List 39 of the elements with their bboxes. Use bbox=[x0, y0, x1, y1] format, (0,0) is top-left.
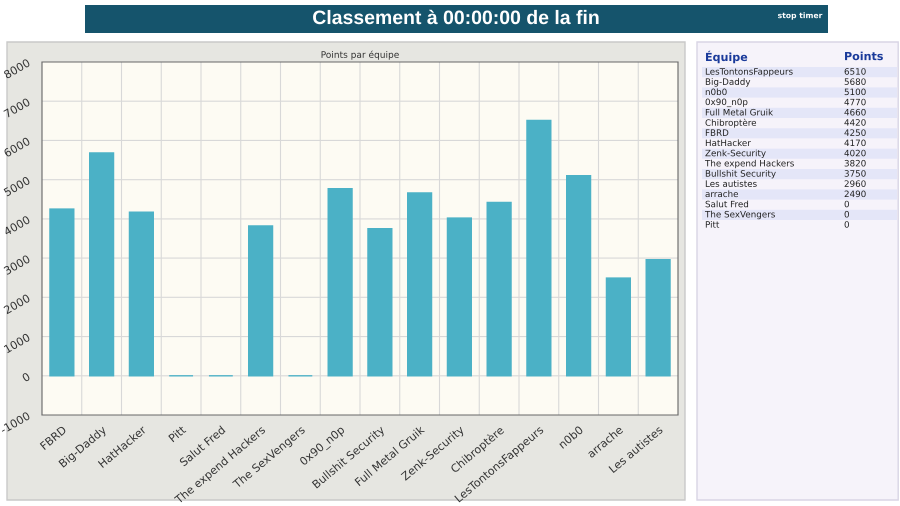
text: 4770 bbox=[844, 98, 866, 106]
text: 3750 bbox=[844, 170, 866, 177]
text: 4660 bbox=[844, 108, 866, 116]
text: Salut Fred bbox=[706, 200, 748, 208]
text: 6510 bbox=[844, 68, 866, 75]
y-tick-label: 0 bbox=[22, 372, 31, 382]
text: Les autistes bbox=[706, 180, 757, 187]
text: FBRD bbox=[706, 129, 728, 136]
text: The expend Hackers bbox=[704, 160, 794, 168]
text: 4170 bbox=[844, 140, 866, 146]
text: 2960 bbox=[844, 180, 866, 187]
text: The SexVengers bbox=[704, 210, 775, 220]
text: Zenk-Security bbox=[705, 150, 766, 158]
text: 4250 bbox=[844, 129, 866, 136]
text: Chibroptère bbox=[705, 118, 756, 128]
text: HatHacker bbox=[706, 139, 751, 146]
text: Équipe bbox=[706, 50, 748, 64]
text: LesTontonsFappeurs bbox=[706, 68, 793, 76]
text: 3820 bbox=[844, 160, 866, 167]
text: 5100 bbox=[844, 88, 866, 96]
text: 4420 bbox=[844, 119, 866, 126]
text: 0x90_n0p bbox=[706, 98, 748, 108]
text: n0b0 bbox=[706, 88, 727, 96]
text: Pitt bbox=[706, 220, 720, 228]
text: 0 bbox=[844, 210, 849, 218]
y-tick-label: 4000 bbox=[2, 215, 31, 236]
chart-title: Classement à 00:00:00 de la fin bbox=[313, 10, 599, 24]
chart-subtitle: Points par équipe bbox=[322, 50, 399, 60]
text: 5680 bbox=[844, 78, 866, 85]
text: 0 bbox=[844, 200, 849, 208]
text: Big-Daddy bbox=[706, 78, 750, 87]
text: 0 bbox=[844, 221, 849, 228]
text: 4020 bbox=[844, 150, 866, 156]
text: 2490 bbox=[844, 190, 866, 198]
text: Full Metal Gruik bbox=[706, 108, 774, 116]
text: Points bbox=[845, 52, 883, 60]
x-tick-label: Pitt bbox=[168, 424, 186, 442]
text: arrache bbox=[706, 190, 738, 198]
text: Bullshit Security bbox=[706, 170, 776, 178]
